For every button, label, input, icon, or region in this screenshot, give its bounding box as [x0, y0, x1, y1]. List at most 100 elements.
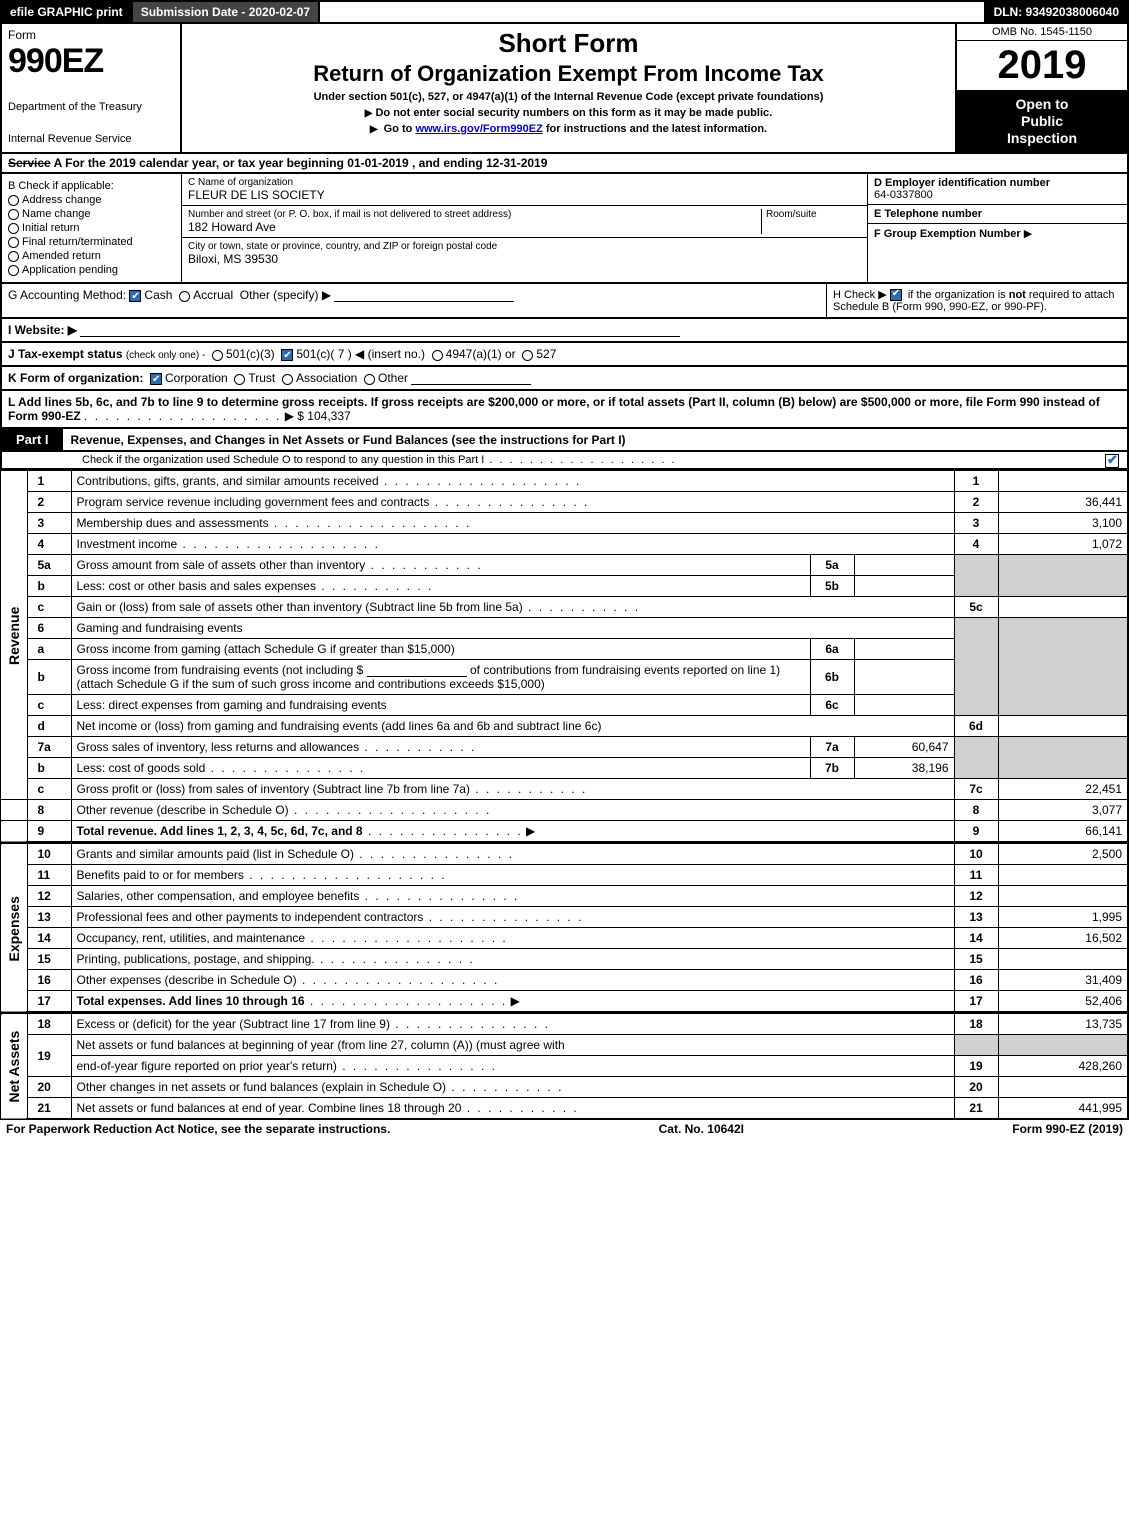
open-line-3: Inspection — [959, 130, 1125, 147]
line-ref: 5c — [954, 597, 998, 618]
k-other-radio[interactable] — [364, 374, 375, 385]
g-cash-checkbox[interactable] — [129, 290, 141, 302]
l6b-blank[interactable] — [367, 663, 467, 677]
line-number: 14 — [27, 928, 71, 949]
k-assoc-radio[interactable] — [282, 374, 293, 385]
b-opt-final-return[interactable]: Final return/terminated — [8, 236, 175, 248]
table-row: 14 Occupancy, rent, utilities, and maint… — [1, 928, 1128, 949]
header-center: Short Form Return of Organization Exempt… — [182, 24, 957, 152]
l17-desc: Total expenses. Add lines 10 through 16 — [77, 994, 305, 1008]
sub-line-ref: 7a — [810, 737, 854, 758]
row-g: G Accounting Method: Cash Accrual Other … — [2, 284, 827, 317]
c-city-value: Biloxi, MS 39530 — [188, 252, 861, 266]
irs-link[interactable]: www.irs.gov/Form990EZ — [415, 123, 542, 135]
row-k: K Form of organization: Corporation Trus… — [0, 367, 1129, 391]
line-amount — [998, 865, 1128, 886]
line-ref: 12 — [954, 886, 998, 907]
i-label: I Website: ▶ — [8, 323, 77, 337]
line-ref: 21 — [954, 1098, 998, 1120]
sub-line-ref: 5b — [810, 576, 854, 597]
line-number: 9 — [27, 821, 71, 843]
line-desc: Grants and similar amounts paid (list in… — [71, 844, 954, 865]
line-desc: Gross profit or (loss) from sales of inv… — [71, 779, 954, 800]
line-number: 12 — [27, 886, 71, 907]
table-row: 6 Gaming and fundraising events — [1, 618, 1128, 639]
j-501c-checkbox[interactable] — [281, 349, 293, 361]
table-row: 19 Net assets or fund balances at beginn… — [1, 1035, 1128, 1056]
line-desc: Program service revenue including govern… — [71, 492, 954, 513]
table-row: 5a Gross amount from sale of assets othe… — [1, 555, 1128, 576]
j-4947-radio[interactable] — [432, 350, 443, 361]
omb-number: OMB No. 1545-1150 — [957, 24, 1127, 41]
line-desc: Benefits paid to or for members — [71, 865, 954, 886]
b-opt-5-label: Application pending — [22, 264, 118, 276]
line-amount — [998, 886, 1128, 907]
i-website-blank[interactable] — [80, 323, 680, 337]
efile-print-button[interactable]: efile GRAPHIC print — [2, 2, 133, 22]
h-checkbox[interactable] — [890, 289, 902, 301]
j-hint: (check only one) - — [126, 350, 205, 361]
radio-icon — [8, 251, 19, 262]
k-trust-radio[interactable] — [234, 374, 245, 385]
sub-line-amount — [854, 660, 954, 695]
line-ref: 8 — [954, 800, 998, 821]
line-amount: 1,995 — [998, 907, 1128, 928]
line-number: 13 — [27, 907, 71, 928]
line-desc-2: end-of-year figure reported on prior yea… — [71, 1056, 954, 1077]
g-other-label: Other (specify) — [240, 288, 319, 302]
b-opt-amended-return[interactable]: Amended return — [8, 250, 175, 262]
top-bar: efile GRAPHIC print Submission Date - 20… — [0, 0, 1129, 24]
k-other-blank[interactable] — [411, 371, 531, 385]
k-corp-checkbox[interactable] — [150, 373, 162, 385]
f-row: F Group Exemption Number ▶ — [868, 224, 1127, 282]
d-label: D Employer identification number — [874, 177, 1121, 189]
table-row: 15 Printing, publications, postage, and … — [1, 949, 1128, 970]
line-amount: 66,141 — [998, 821, 1128, 843]
table-row: Revenue 1 Contributions, gifts, grants, … — [1, 471, 1128, 492]
line-amount: 441,995 — [998, 1098, 1128, 1120]
line-amount: 22,451 — [998, 779, 1128, 800]
line-number: 8 — [27, 800, 71, 821]
line-number: d — [27, 716, 71, 737]
line-number: 15 — [27, 949, 71, 970]
line-desc: Total revenue. Add lines 1, 2, 3, 4, 5c,… — [71, 821, 954, 843]
b-opt-application-pending[interactable]: Application pending — [8, 264, 175, 276]
dept-treasury: Department of the Treasury — [8, 101, 174, 113]
line-desc: Net income or (loss) from gaming and fun… — [71, 716, 954, 737]
radio-icon — [8, 223, 19, 234]
b-opt-address-change[interactable]: Address change — [8, 194, 175, 206]
expenses-table: Expenses 10 Grants and similar amounts p… — [0, 843, 1129, 1013]
b-opt-initial-return[interactable]: Initial return — [8, 222, 175, 234]
j-501c3-radio[interactable] — [212, 350, 223, 361]
c-city-row: City or town, state or province, country… — [182, 238, 867, 269]
line-desc: Other expenses (describe in Schedule O) — [71, 970, 954, 991]
sub-line-amount — [854, 576, 954, 597]
c-room-label: Room/suite — [766, 209, 861, 220]
shaded-cell — [998, 737, 1128, 779]
table-row: 16 Other expenses (describe in Schedule … — [1, 970, 1128, 991]
b-opt-name-change[interactable]: Name change — [8, 208, 175, 220]
open-line-2: Public — [959, 113, 1125, 130]
table-row: 21 Net assets or fund balances at end of… — [1, 1098, 1128, 1120]
g-accrual-radio[interactable] — [179, 291, 190, 302]
line-number: 19 — [27, 1035, 71, 1077]
part-1-schedule-o-checkbox[interactable] — [1105, 454, 1119, 468]
shaded-cell — [998, 618, 1128, 716]
line-desc: Gross income from fundraising events (no… — [71, 660, 810, 695]
k-other-label: Other — [378, 371, 408, 385]
sub-line-ref: 6b — [810, 660, 854, 695]
arrow-icon — [370, 123, 381, 135]
row-i: I Website: ▶ — [0, 319, 1129, 343]
g-other-blank[interactable] — [334, 288, 514, 302]
shaded-cell — [954, 555, 998, 597]
side-blank — [1, 800, 27, 821]
net-assets-table: Net Assets 18 Excess or (deficit) for th… — [0, 1013, 1129, 1120]
j-527-radio[interactable] — [522, 350, 533, 361]
e-label: E Telephone number — [874, 208, 1121, 220]
b-opt-3-label: Final return/terminated — [22, 236, 133, 248]
line-number: 10 — [27, 844, 71, 865]
line-number: c — [27, 695, 71, 716]
goto-post: for instructions and the latest informat… — [546, 123, 767, 135]
part-1-tab: Part I — [2, 429, 63, 450]
section-c: C Name of organization FLEUR DE LIS SOCI… — [182, 174, 867, 282]
